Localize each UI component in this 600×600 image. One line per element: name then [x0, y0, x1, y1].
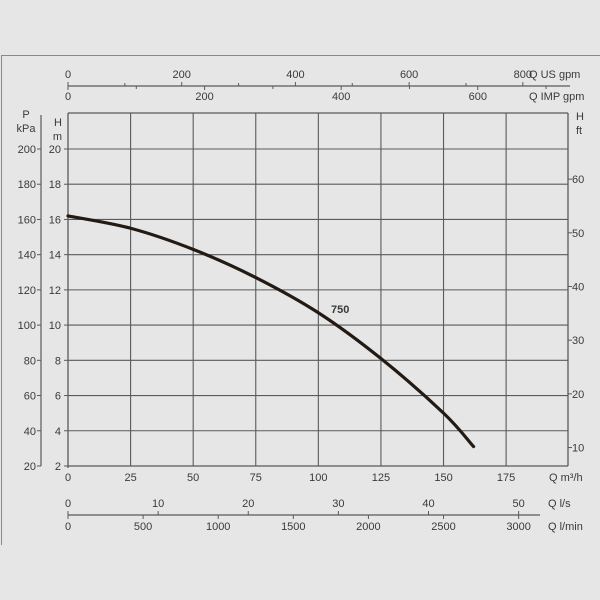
- svg-text:30: 30: [572, 335, 584, 347]
- svg-text:400: 400: [286, 69, 304, 81]
- svg-text:600: 600: [469, 91, 487, 103]
- svg-text:0: 0: [65, 69, 71, 81]
- svg-text:140: 140: [18, 250, 36, 262]
- svg-text:40: 40: [24, 426, 36, 438]
- svg-text:100: 100: [309, 472, 327, 484]
- svg-text:20: 20: [49, 144, 61, 156]
- svg-text:50: 50: [513, 498, 525, 510]
- svg-text:Q m³/h: Q m³/h: [549, 472, 583, 484]
- svg-text:400: 400: [332, 91, 350, 103]
- svg-text:20: 20: [572, 389, 584, 401]
- svg-text:175: 175: [497, 472, 515, 484]
- svg-text:Q l/s: Q l/s: [548, 498, 571, 510]
- svg-text:6: 6: [55, 391, 61, 403]
- svg-text:125: 125: [372, 472, 390, 484]
- chart-frame: [1, 55, 600, 545]
- svg-text:0: 0: [65, 91, 71, 103]
- svg-text:2000: 2000: [356, 521, 380, 533]
- svg-text:P: P: [22, 109, 29, 121]
- svg-text:Q US gpm: Q US gpm: [529, 69, 580, 81]
- svg-text:50: 50: [187, 472, 199, 484]
- svg-text:80: 80: [24, 355, 36, 367]
- svg-text:60: 60: [24, 391, 36, 403]
- pump-curve-750: [66, 214, 476, 449]
- svg-text:100: 100: [18, 320, 36, 332]
- svg-text:160: 160: [18, 214, 36, 226]
- svg-text:60: 60: [572, 174, 584, 186]
- svg-text:200: 200: [18, 144, 36, 156]
- svg-text:H: H: [576, 111, 584, 123]
- svg-text:kPa: kPa: [17, 123, 37, 135]
- svg-text:10: 10: [152, 498, 164, 510]
- svg-text:Q l/min: Q l/min: [548, 521, 583, 533]
- svg-text:10: 10: [49, 320, 61, 332]
- svg-text:2500: 2500: [431, 521, 455, 533]
- svg-text:3000: 3000: [506, 521, 530, 533]
- svg-text:40: 40: [422, 498, 434, 510]
- svg-text:180: 180: [18, 179, 36, 191]
- svg-text:200: 200: [195, 91, 213, 103]
- svg-text:0: 0: [65, 521, 71, 533]
- svg-text:4: 4: [55, 426, 61, 438]
- svg-text:75: 75: [250, 472, 262, 484]
- svg-text:500: 500: [134, 521, 152, 533]
- svg-text:1000: 1000: [206, 521, 230, 533]
- svg-text:0: 0: [65, 498, 71, 510]
- svg-text:8: 8: [55, 355, 61, 367]
- svg-text:600: 600: [400, 69, 418, 81]
- svg-text:120: 120: [18, 285, 36, 297]
- svg-text:50: 50: [572, 228, 584, 240]
- plot-grid: [67, 112, 569, 468]
- svg-text:2: 2: [55, 461, 61, 473]
- svg-text:800: 800: [514, 69, 532, 81]
- svg-text:1500: 1500: [281, 521, 305, 533]
- svg-text:12: 12: [49, 285, 61, 297]
- svg-text:20: 20: [242, 498, 254, 510]
- svg-text:10: 10: [572, 443, 584, 455]
- svg-text:200: 200: [173, 69, 191, 81]
- axes: 0 25 50 75 100 125 150 175 Q m³/h246810121416182…: [17, 69, 585, 533]
- svg-text:30: 30: [332, 498, 344, 510]
- svg-text:ft: ft: [576, 125, 582, 137]
- svg-text:16: 16: [49, 214, 61, 226]
- svg-text:20: 20: [24, 461, 36, 473]
- svg-text:25: 25: [124, 472, 136, 484]
- svg-text:m: m: [53, 131, 62, 143]
- svg-text:Q IMP gpm: Q IMP gpm: [529, 91, 584, 103]
- svg-text:150: 150: [434, 472, 452, 484]
- svg-text:40: 40: [572, 281, 584, 293]
- svg-text:0: 0: [65, 472, 71, 484]
- svg-text:14: 14: [49, 250, 61, 262]
- svg-text:H: H: [54, 117, 62, 129]
- curve-label: 750: [331, 304, 349, 316]
- svg-text:18: 18: [49, 179, 61, 191]
